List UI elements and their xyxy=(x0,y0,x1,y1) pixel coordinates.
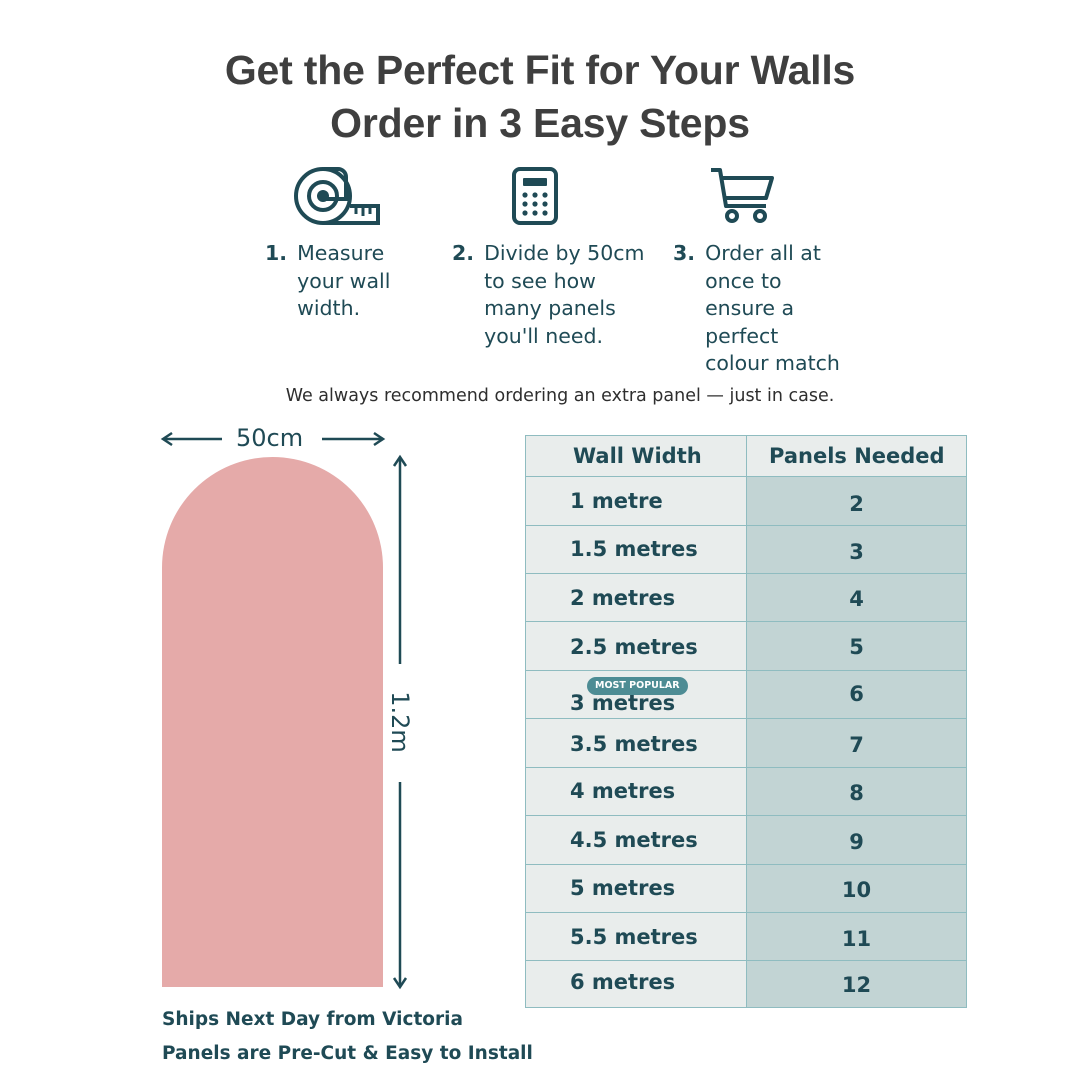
table-row: 3.5 metres 7 xyxy=(526,719,966,768)
table-row: 5 metres 10 xyxy=(526,865,966,913)
header-panels-needed: Panels Needed xyxy=(769,444,945,468)
row-wall-width: 5.5 metres xyxy=(570,925,698,949)
shopping-cart-icon xyxy=(708,166,776,226)
table-row: 4 metres 8 xyxy=(526,768,966,816)
step-text: Measure your wall width. xyxy=(297,241,391,320)
row-panels: 10 xyxy=(841,878,872,902)
row-panels: 3 xyxy=(849,540,864,564)
install-note: Panels are Pre-Cut & Easy to Install xyxy=(162,1043,533,1064)
shipping-note: Ships Next Day from Victoria xyxy=(162,1009,463,1030)
row-wall-width: 5 metres xyxy=(570,876,676,900)
row-panels: 12 xyxy=(841,973,872,997)
height-label: 1.2m xyxy=(386,691,414,753)
row-wall-width: 3.5 metres xyxy=(570,732,698,756)
row-panels: 6 xyxy=(849,682,864,706)
table-row-most-popular: MOST POPULAR 3 metres 6 xyxy=(526,671,966,719)
table-header-row: Wall Width Panels Needed xyxy=(526,436,966,477)
header-wall-width: Wall Width xyxy=(573,444,702,468)
page-subtitle: Order in 3 Easy Steps xyxy=(330,100,750,146)
row-panels: 5 xyxy=(849,635,864,659)
step-text: Divide by 50cm to see how many panels yo… xyxy=(484,241,645,348)
step-2: 2. Divide by 50cm to see how many panels… xyxy=(452,240,645,350)
header-cell: Panels Needed xyxy=(747,436,966,476)
step-text: Order all at once to ensure a perfect co… xyxy=(705,241,840,375)
table-row: 6 metres 12 xyxy=(526,961,966,1007)
most-popular-badge: MOST POPULAR xyxy=(587,677,688,695)
row-wall-width: 3 metres xyxy=(570,691,676,715)
row-wall-width: 1.5 metres xyxy=(570,537,698,561)
height-arrows xyxy=(392,454,408,990)
step-number: 2. xyxy=(452,241,475,265)
row-wall-width: 2 metres xyxy=(570,586,676,610)
step-number: 3. xyxy=(673,241,696,265)
table-row: 2.5 metres 5 xyxy=(526,622,966,671)
arch-panel-illustration xyxy=(162,457,383,987)
table-row: 4.5 metres 9 xyxy=(526,816,966,865)
row-panels: 4 xyxy=(849,587,864,611)
row-wall-width: 1 metre xyxy=(570,489,663,513)
row-wall-width: 2.5 metres xyxy=(570,635,698,659)
extra-panel-note: We always recommend ordering an extra pa… xyxy=(285,386,835,406)
row-wall-width: 6 metres xyxy=(570,970,676,994)
table-row: 1.5 metres 3 xyxy=(526,526,966,574)
row-panels: 2 xyxy=(849,492,864,516)
table-row: 1 metre 2 xyxy=(526,477,966,526)
panel-size-table: Wall Width Panels Needed 1 metre 2 1.5 m… xyxy=(525,435,967,1008)
width-label: 50cm xyxy=(236,424,304,452)
row-panels: 11 xyxy=(841,927,872,951)
row-panels: 7 xyxy=(849,733,864,757)
row-panels: 9 xyxy=(849,830,864,854)
row-panels: 8 xyxy=(849,781,864,805)
table-row: 5.5 metres 11 xyxy=(526,913,966,961)
page-title: Get the Perfect Fit for Your Walls xyxy=(224,47,856,93)
tape-measure-icon xyxy=(294,166,382,226)
step-3: 3. Order all at once to ensure a perfect… xyxy=(673,240,840,378)
calculator-icon xyxy=(511,166,559,226)
header-cell: Wall Width xyxy=(526,436,747,476)
row-wall-width: 4.5 metres xyxy=(570,828,698,852)
step-1: 1. Measure your wall width. xyxy=(265,240,390,323)
row-wall-width: 4 metres xyxy=(570,779,676,803)
step-number: 1. xyxy=(265,241,288,265)
width-arrows xyxy=(160,431,386,447)
table-row: 2 metres 4 xyxy=(526,574,966,622)
